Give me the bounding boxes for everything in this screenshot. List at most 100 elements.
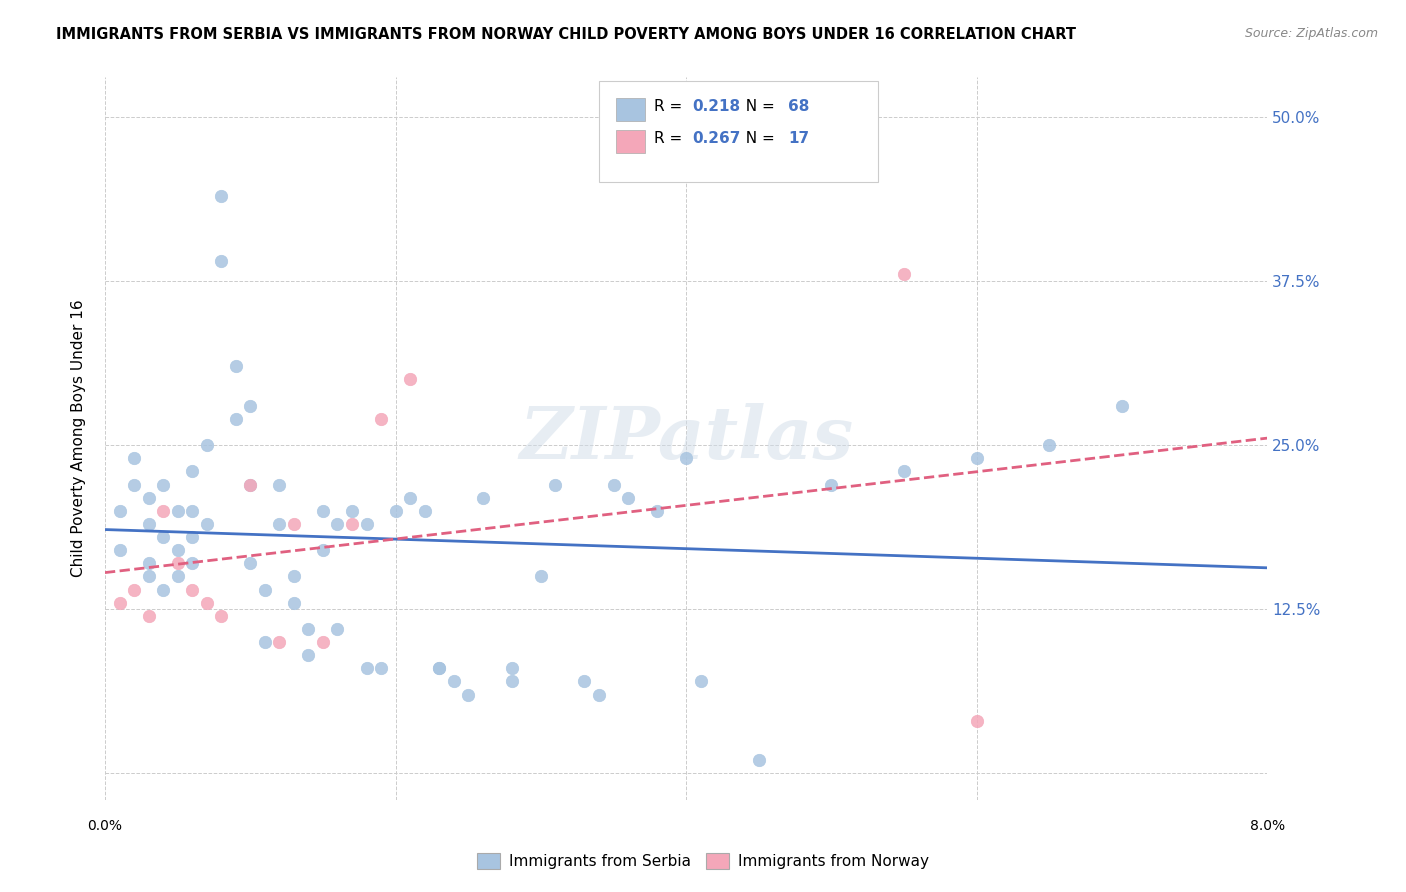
FancyBboxPatch shape [599,81,877,182]
Point [748,753,770,767]
Point [1038,438,1060,452]
Point [122,477,145,491]
Legend: Immigrants from Serbia, Immigrants from Norway: Immigrants from Serbia, Immigrants from … [471,847,935,875]
Text: 0.267: 0.267 [692,131,741,146]
Point [166,504,188,518]
Point [138,569,160,583]
Point [356,661,378,675]
Point [689,674,711,689]
Point [384,504,406,518]
Point [1111,399,1133,413]
Point [122,451,145,466]
Point [297,648,319,663]
Point [122,582,145,597]
Point [312,635,335,649]
FancyBboxPatch shape [616,97,645,120]
Point [602,477,624,491]
Point [297,622,319,636]
FancyBboxPatch shape [616,130,645,153]
Point [152,477,174,491]
Point [225,412,247,426]
Point [443,674,465,689]
Point [181,582,204,597]
Point [312,543,335,558]
Point [501,661,523,675]
Point [269,516,291,531]
Point [340,504,363,518]
Point [181,504,204,518]
Text: N =: N = [737,99,780,114]
Text: IMMIGRANTS FROM SERBIA VS IMMIGRANTS FROM NORWAY CHILD POVERTY AMONG BOYS UNDER : IMMIGRANTS FROM SERBIA VS IMMIGRANTS FRO… [56,27,1076,42]
Point [166,569,188,583]
Point [138,516,160,531]
Point [427,661,450,675]
Point [645,504,668,518]
Point [138,608,160,623]
Text: Source: ZipAtlas.com: Source: ZipAtlas.com [1244,27,1378,40]
Text: R =: R = [654,131,686,146]
Point [413,504,436,518]
Point [326,622,349,636]
Point [370,412,392,426]
Point [399,491,422,505]
Point [544,477,567,491]
Point [239,557,262,571]
Point [239,477,262,491]
Point [530,569,553,583]
Text: N =: N = [737,131,780,146]
Point [181,464,204,478]
Point [399,372,422,386]
Point [283,596,305,610]
Point [239,399,262,413]
Point [108,596,131,610]
Text: 17: 17 [789,131,810,146]
Point [501,674,523,689]
Point [108,504,131,518]
Point [152,530,174,544]
Point [195,516,218,531]
Point [820,477,842,491]
Point [966,714,988,728]
Point [253,635,276,649]
Point [617,491,640,505]
Point [152,504,174,518]
Point [312,504,335,518]
Point [326,516,349,531]
Point [340,516,363,531]
Point [675,451,697,466]
Y-axis label: Child Poverty Among Boys Under 16: Child Poverty Among Boys Under 16 [72,300,86,577]
Point [209,188,232,202]
Point [283,569,305,583]
Point [471,491,494,505]
Point [269,477,291,491]
Point [966,451,988,466]
Point [283,516,305,531]
Point [209,254,232,268]
Point [239,477,262,491]
Point [427,661,450,675]
Text: ZIPatlas: ZIPatlas [519,403,853,474]
Text: 0.218: 0.218 [692,99,740,114]
Point [166,557,188,571]
Text: 8.0%: 8.0% [1250,820,1285,833]
Text: 0.0%: 0.0% [87,820,122,833]
Point [209,608,232,623]
Point [181,530,204,544]
Point [356,516,378,531]
Point [166,543,188,558]
Text: 68: 68 [789,99,810,114]
Point [138,557,160,571]
Point [195,596,218,610]
Point [195,438,218,452]
Point [152,582,174,597]
Point [138,491,160,505]
Point [108,543,131,558]
Point [225,359,247,374]
Point [370,661,392,675]
Point [253,582,276,597]
Point [269,635,291,649]
Point [181,557,204,571]
Point [457,688,479,702]
Point [893,464,915,478]
Point [588,688,610,702]
